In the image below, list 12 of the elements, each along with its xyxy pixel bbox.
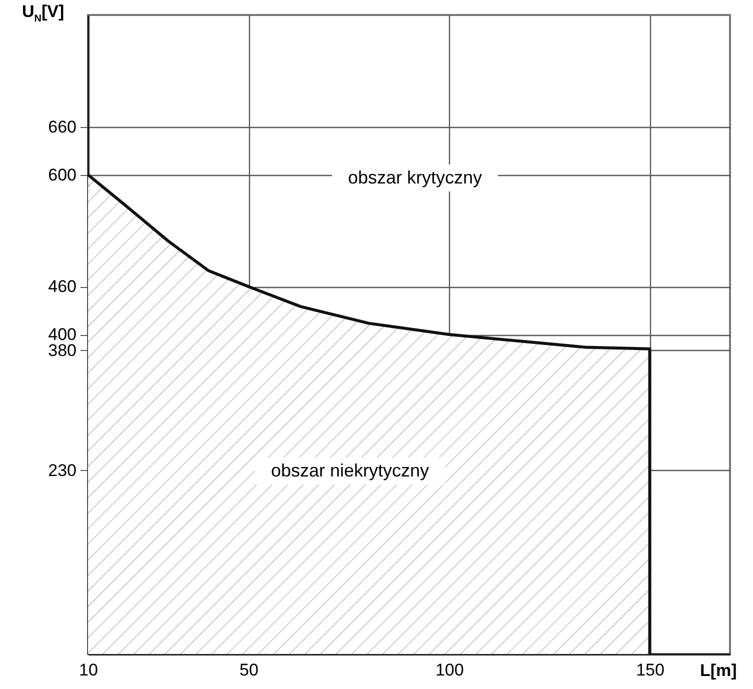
x-tick-label: 100 [435, 660, 464, 680]
x-axis-title: L[m] [700, 661, 737, 681]
y-axis-title: U$_{N}$[V] [22, 2, 64, 24]
x-tick-label: 50 [240, 660, 258, 680]
y-tick-label: 230 [48, 460, 76, 480]
y-tick-label: 660 [48, 117, 76, 136]
x-tick-label: 150 [636, 660, 664, 680]
y-tick-label: 460 [48, 277, 76, 296]
y-tick-label: 600 [48, 165, 76, 184]
annotation: obszar niekrytyczny [254, 458, 446, 484]
annotation: obszar krytyczny [332, 164, 498, 192]
x-tick-label: 10 [79, 660, 98, 680]
